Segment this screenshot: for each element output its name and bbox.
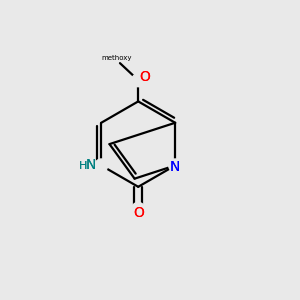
Text: O: O	[133, 206, 144, 220]
Circle shape	[132, 202, 145, 215]
Text: O: O	[139, 70, 150, 84]
Text: O: O	[139, 70, 150, 84]
Circle shape	[95, 159, 108, 172]
Text: N: N	[86, 158, 96, 172]
Text: N: N	[86, 158, 96, 172]
Circle shape	[132, 74, 145, 87]
Text: N: N	[170, 160, 180, 174]
Circle shape	[169, 159, 182, 172]
Text: H: H	[79, 161, 87, 171]
Text: N: N	[170, 160, 180, 174]
Text: H: H	[79, 161, 87, 171]
Text: methoxy: methoxy	[102, 55, 132, 61]
Text: O: O	[133, 206, 144, 220]
